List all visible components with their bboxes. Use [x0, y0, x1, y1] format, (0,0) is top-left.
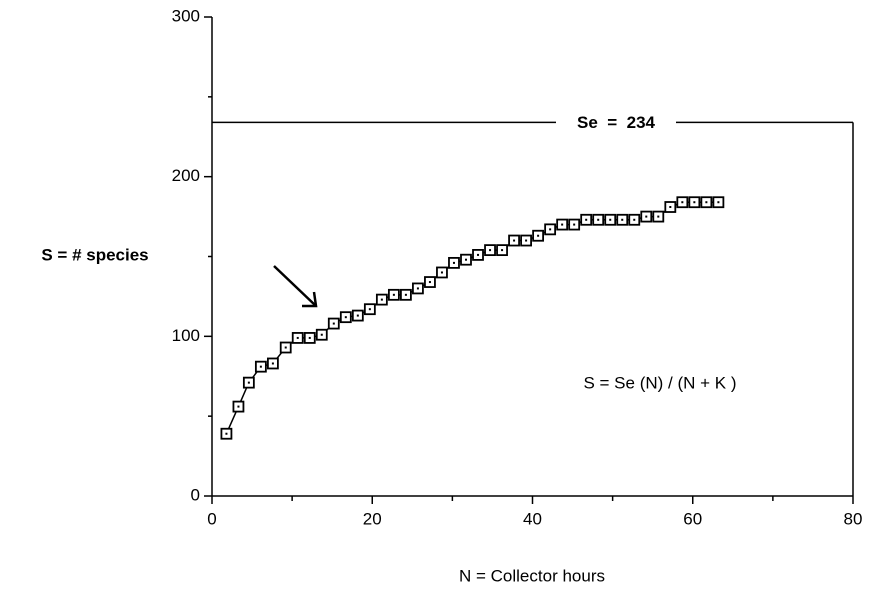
data-point [424, 276, 436, 288]
data-point [279, 341, 292, 354]
data-point [412, 282, 424, 295]
data-point [628, 213, 641, 226]
data-point [327, 317, 340, 330]
data-point [676, 196, 689, 209]
data-point [303, 332, 316, 344]
data-point [616, 213, 629, 226]
data-point [664, 201, 677, 213]
y-tick-label: 200 [172, 166, 200, 185]
data-point [700, 196, 713, 209]
x-tick-label: 80 [844, 509, 863, 528]
x-tick-label: 0 [207, 509, 216, 528]
data-point [266, 357, 279, 370]
data-point [580, 213, 593, 226]
reference-label: Se = 234 [577, 113, 656, 132]
formula: S = Se (N) / (N + K ) [583, 373, 736, 392]
data-point [375, 293, 388, 306]
y-tick-label: 300 [172, 6, 200, 25]
data-point [544, 223, 557, 236]
data-point [387, 288, 400, 301]
arrow [273, 265, 318, 308]
data-point [640, 210, 653, 223]
data-point [351, 309, 364, 322]
data-point [508, 234, 520, 247]
data-point [400, 288, 412, 301]
data-point [652, 210, 665, 223]
data-point [568, 218, 581, 231]
data-point [220, 427, 233, 440]
data-point [556, 218, 569, 231]
y-axis-label: S = # species [41, 245, 148, 264]
data-point [460, 253, 472, 266]
data-point [232, 400, 245, 413]
data-point [363, 303, 376, 316]
data-point [339, 311, 352, 324]
x-tick-label: 60 [683, 509, 702, 528]
x-tick-label: 20 [363, 509, 382, 528]
data-point [688, 196, 701, 209]
data-point [520, 234, 532, 247]
data-point [712, 196, 725, 209]
data-point [484, 244, 496, 257]
data-point [436, 266, 448, 279]
data-line [225, 201, 719, 435]
data-point [448, 256, 460, 269]
data-point [315, 328, 328, 341]
data-point [242, 376, 255, 389]
y-tick-label: 100 [172, 326, 200, 345]
data-point [592, 213, 605, 226]
x-axis-label: N = Collector hours [459, 566, 605, 585]
y-tick-label: 0 [191, 485, 200, 504]
data-point [496, 244, 508, 257]
x-tick-label: 40 [523, 509, 542, 528]
data-point [254, 360, 267, 373]
data-point [291, 332, 304, 344]
data-point [604, 213, 617, 226]
data-point [472, 249, 484, 261]
data-point [532, 229, 545, 242]
